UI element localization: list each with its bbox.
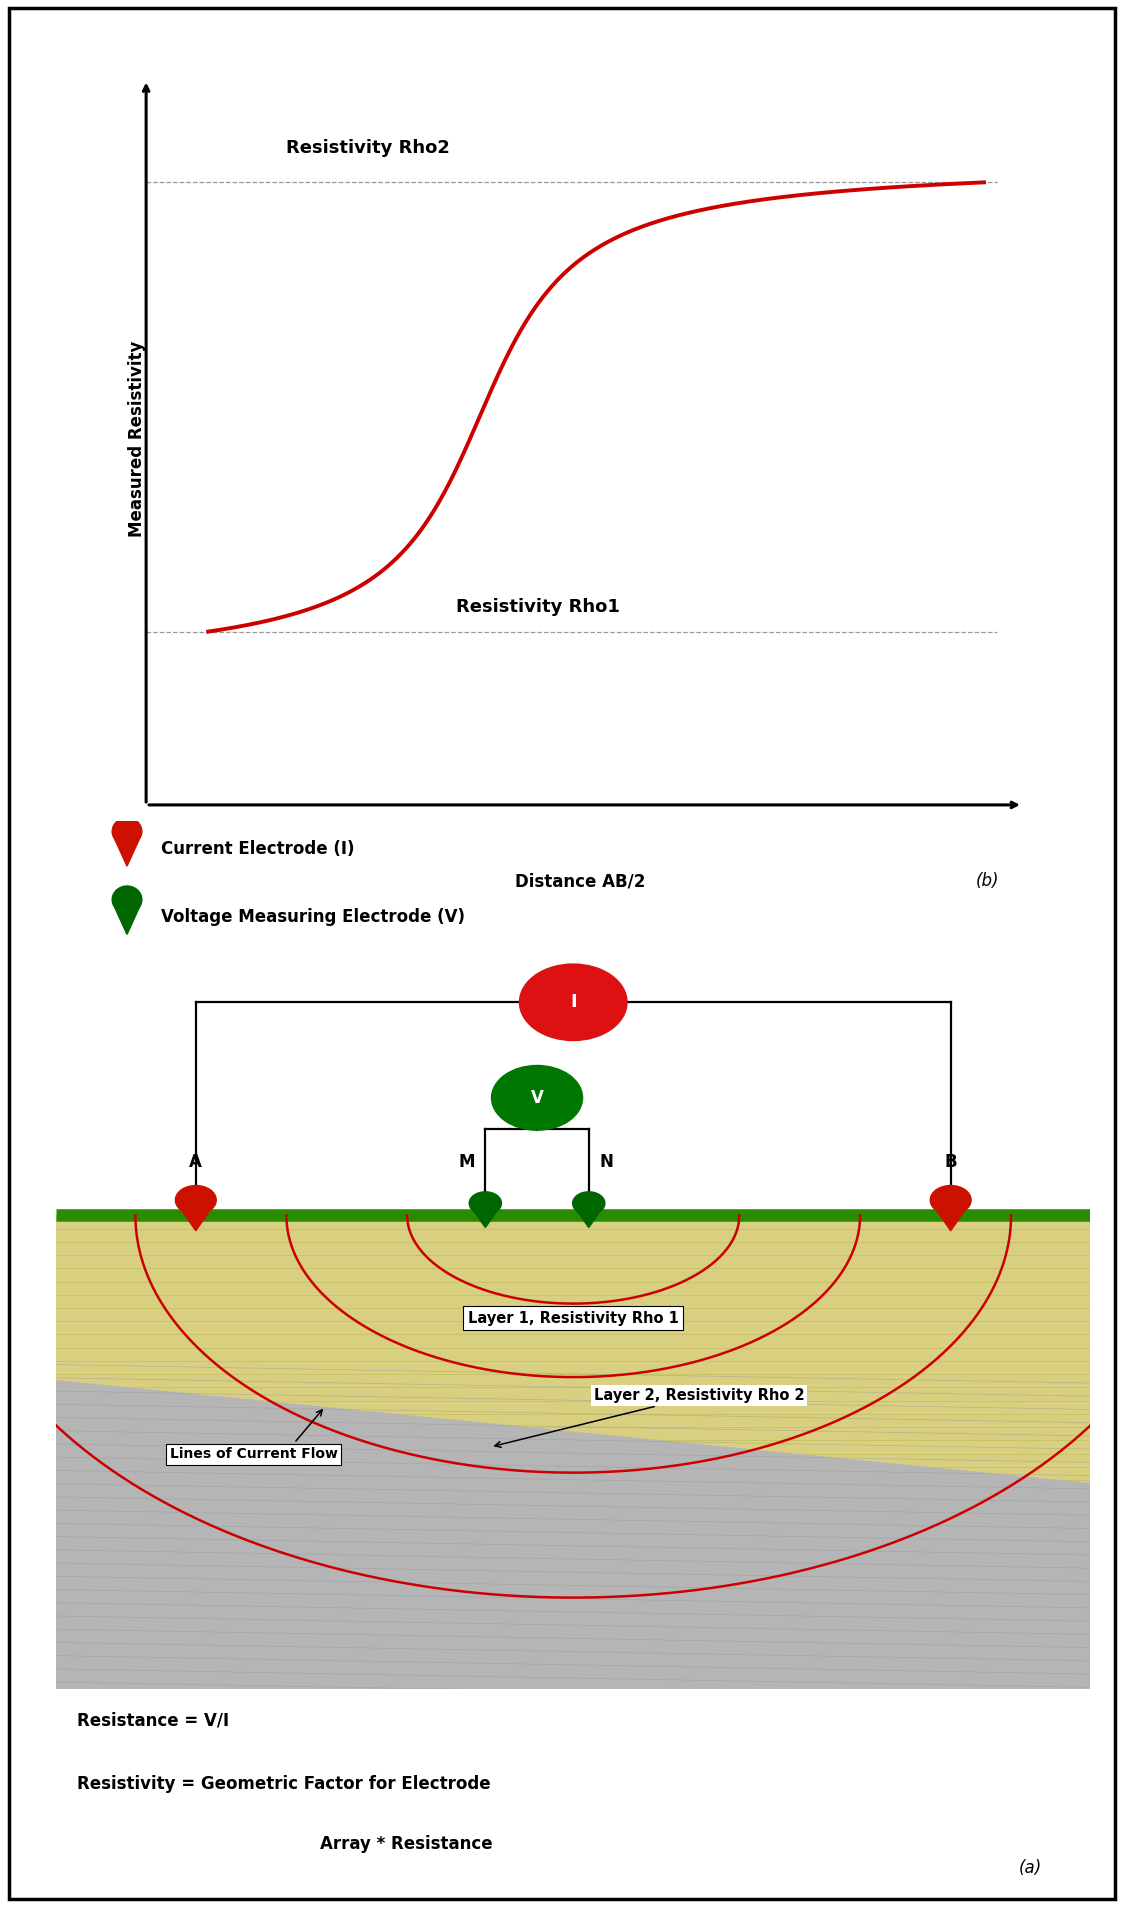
Text: B: B	[944, 1153, 957, 1172]
Text: Resistivity = Geometric Factor for Electrode: Resistivity = Geometric Factor for Elect…	[78, 1775, 491, 1793]
Text: Resistivity Rho2: Resistivity Rho2	[285, 139, 450, 157]
Text: Resistivity Rho1: Resistivity Rho1	[456, 598, 620, 615]
Text: Array * Resistance: Array * Resistance	[319, 1835, 492, 1854]
Text: I: I	[570, 993, 577, 1012]
Text: M: M	[459, 1153, 475, 1172]
Polygon shape	[180, 1206, 212, 1231]
Text: (a): (a)	[1018, 1859, 1042, 1877]
Circle shape	[112, 886, 142, 913]
Circle shape	[572, 1191, 605, 1214]
Text: N: N	[599, 1153, 613, 1172]
Polygon shape	[575, 1208, 601, 1227]
Circle shape	[519, 964, 627, 1040]
Circle shape	[112, 817, 142, 846]
Polygon shape	[56, 1380, 1090, 1689]
Circle shape	[469, 1191, 501, 1214]
Text: Voltage Measuring Electrode (V): Voltage Measuring Electrode (V)	[161, 909, 464, 926]
Text: Current Electrode (I): Current Electrode (I)	[161, 840, 354, 857]
Text: (b): (b)	[976, 872, 999, 890]
Bar	[56, 1216, 1090, 1689]
Polygon shape	[115, 840, 139, 867]
Circle shape	[931, 1185, 971, 1214]
Text: Resistance = V/I: Resistance = V/I	[78, 1710, 229, 1730]
Polygon shape	[934, 1206, 967, 1231]
Circle shape	[175, 1185, 216, 1214]
Text: Distance AB/2: Distance AB/2	[516, 872, 646, 890]
Text: Measured Resistivity: Measured Resistivity	[128, 342, 146, 536]
Circle shape	[491, 1065, 582, 1130]
Text: Layer 2, Resistivity Rho 2: Layer 2, Resistivity Rho 2	[495, 1388, 805, 1447]
Polygon shape	[115, 909, 139, 934]
Text: A: A	[189, 1153, 202, 1172]
Text: V: V	[531, 1088, 544, 1107]
Text: Lines of Current Flow: Lines of Current Flow	[170, 1447, 338, 1460]
Polygon shape	[472, 1208, 498, 1227]
Text: Layer 1, Resistivity Rho 1: Layer 1, Resistivity Rho 1	[468, 1311, 679, 1327]
